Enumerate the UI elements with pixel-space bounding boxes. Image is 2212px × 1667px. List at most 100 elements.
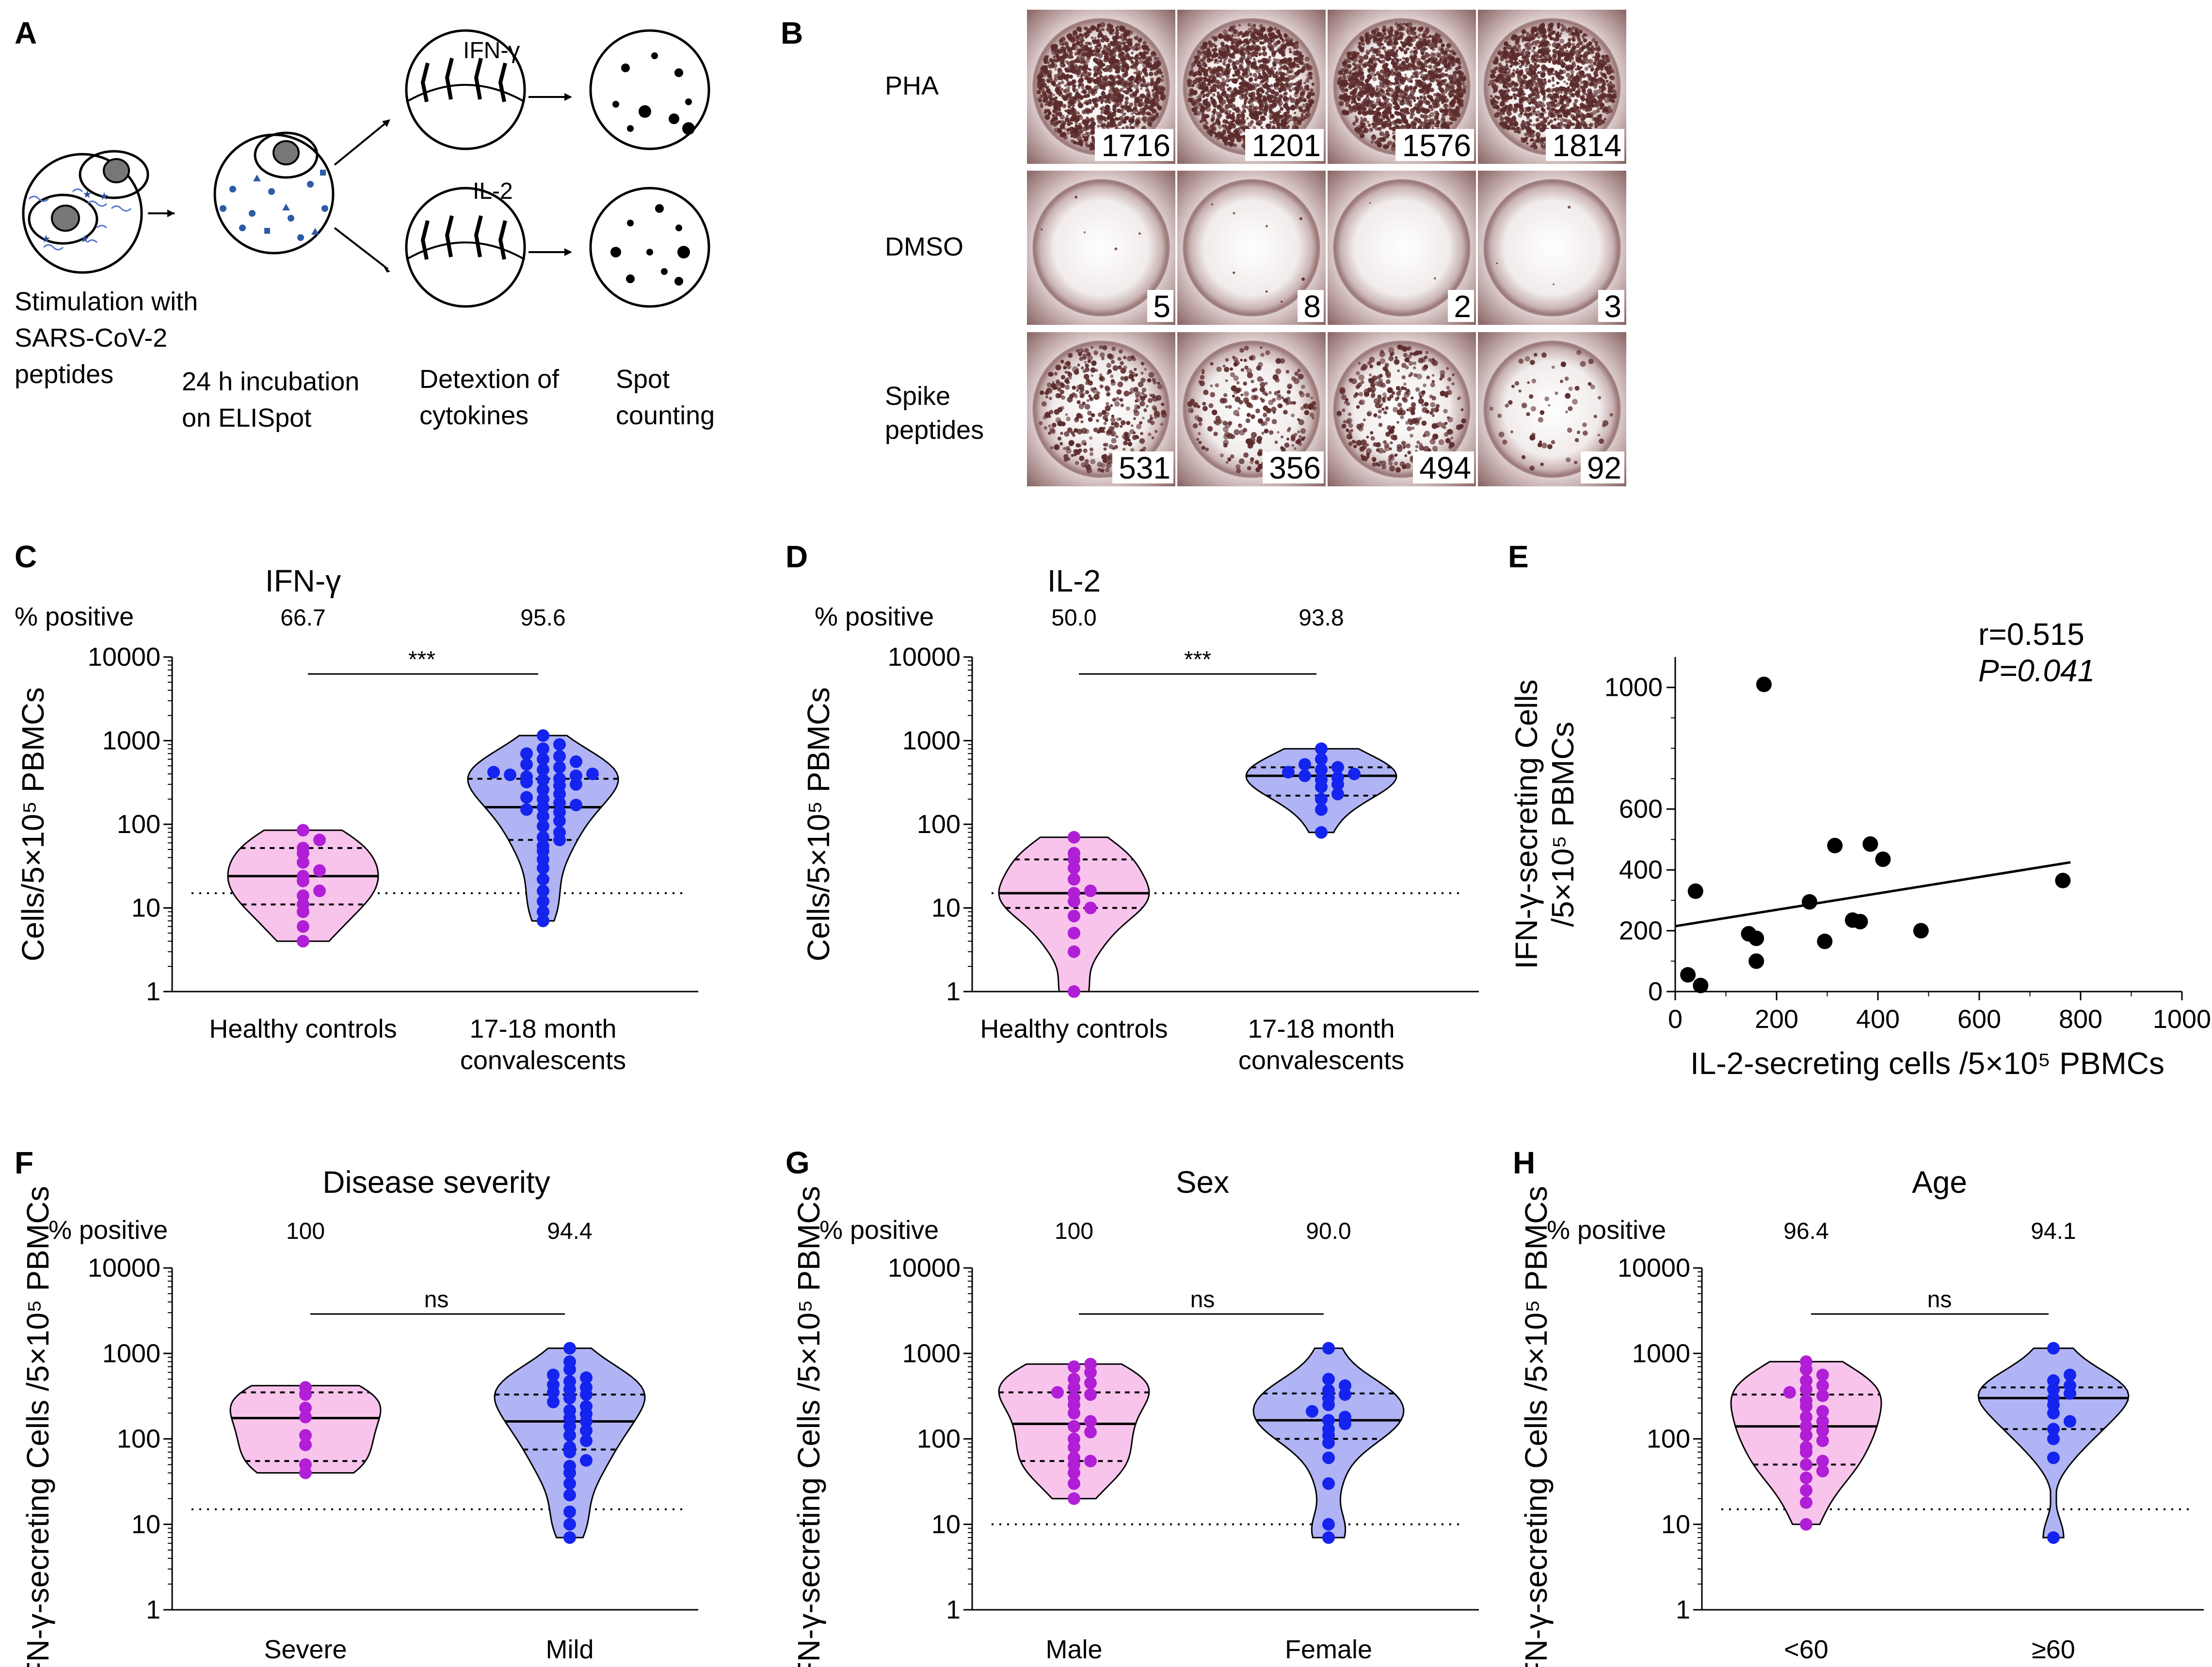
data-point — [487, 766, 500, 779]
data-point — [1322, 1342, 1335, 1355]
well-row-name: DMSO — [885, 232, 963, 261]
correlation-r: r=0.515 — [1978, 617, 2084, 652]
data-point — [1282, 766, 1295, 779]
percent-positive-value: 95.6 — [520, 605, 565, 631]
svg-text:★: ★ — [41, 233, 51, 245]
well-count: 92 — [1587, 450, 1621, 485]
data-point — [299, 1401, 312, 1414]
data-point — [520, 758, 533, 771]
x-category-label: 17-18 month — [469, 1014, 616, 1043]
elispot-well: 1814 — [1478, 10, 1626, 164]
y-tick-label: 600 — [1619, 795, 1663, 824]
data-point — [1800, 1518, 1812, 1531]
data-point — [2047, 1451, 2060, 1464]
scatter-point — [1827, 837, 1843, 853]
y-tick-label: 10000 — [88, 642, 160, 672]
data-point — [547, 1395, 560, 1409]
y-tick-label: 10000 — [888, 1253, 961, 1282]
data-point — [1331, 771, 1344, 784]
data-point — [563, 1531, 576, 1544]
panel-label: H — [1513, 1145, 1535, 1180]
data-point — [1339, 1388, 1351, 1401]
data-point — [570, 799, 582, 812]
data-point — [297, 935, 309, 948]
elispot-well: 2 — [1328, 171, 1476, 325]
data-point — [1322, 1477, 1335, 1490]
percent-positive-value: 90.0 — [1306, 1218, 1351, 1244]
percent-positive-value: 94.4 — [547, 1218, 592, 1244]
data-point — [553, 814, 566, 827]
data-point — [1068, 1360, 1080, 1373]
data-point — [1348, 768, 1361, 781]
data-point — [1068, 1420, 1080, 1433]
regression-line — [1675, 861, 2071, 928]
data-point — [1322, 1518, 1335, 1531]
well-row-label-2: Spike peptides — [885, 382, 984, 445]
correlation-p: P=0.041 — [1978, 653, 2095, 688]
well-count: 1576 — [1402, 128, 1471, 163]
data-point — [1306, 1405, 1318, 1418]
data-point — [520, 770, 533, 783]
data-point — [553, 750, 566, 763]
y-tick-label: 1 — [946, 977, 961, 1006]
y-axis-title: IFN-γ-secreting Cells /5×10⁵ PBMCs — [1519, 1186, 1554, 1667]
data-point — [2047, 1392, 2060, 1405]
y-tick-label: 100 — [1647, 1425, 1690, 1454]
y-tick-label: 1 — [1676, 1595, 1690, 1624]
data-point — [563, 1459, 576, 1473]
significance-label: *** — [1184, 647, 1211, 673]
x-tick-label: 0 — [1668, 1005, 1683, 1034]
ifn-gamma-label: IFN-γ — [463, 38, 520, 64]
data-point — [1315, 763, 1328, 776]
well-count: 3 — [1604, 289, 1621, 324]
elispot-well: 3 — [1478, 171, 1626, 325]
x-category-label: Female — [1285, 1635, 1372, 1664]
data-point — [563, 1392, 576, 1405]
svg-text:Stimulation with: Stimulation with — [15, 287, 198, 316]
data-point — [299, 1411, 312, 1424]
panel-a-schematic: A ★ ★ ★ ★ — [15, 16, 715, 433]
data-point — [537, 884, 549, 898]
y-axis-title: IFN-γ-secreting Cells /5×10⁵ PBMCs — [20, 1186, 55, 1667]
well-row-label-0: PHA — [885, 71, 939, 100]
violin-group — [1245, 742, 1397, 839]
data-point — [299, 1438, 312, 1451]
data-point — [2047, 1374, 2060, 1387]
data-point — [537, 914, 549, 928]
violin-group — [467, 729, 619, 928]
il2-label: IL-2 — [473, 178, 513, 204]
y-tick-label: 400 — [1619, 855, 1663, 884]
data-point — [1068, 887, 1080, 900]
panel-label: F — [15, 1145, 33, 1180]
y-tick-label: 1000 — [102, 726, 160, 755]
y-tick-label: 10 — [931, 1510, 961, 1539]
scatter-point — [1748, 953, 1764, 969]
chart-title: IFN-γ — [265, 563, 341, 598]
data-point — [580, 1400, 593, 1413]
significance-label: ns — [1190, 1287, 1215, 1313]
elispot-well: 494 — [1328, 332, 1476, 486]
data-point — [1800, 1429, 1812, 1442]
data-point — [1816, 1405, 1829, 1418]
data-point — [313, 834, 326, 847]
data-point — [563, 1429, 576, 1442]
significance-label: *** — [408, 647, 435, 673]
panel-b-label: B — [781, 16, 803, 50]
svg-text:24 h incubation: 24 h incubation — [182, 367, 359, 396]
x-tick-label: 200 — [1755, 1005, 1798, 1034]
x-category-label: convalescents — [460, 1046, 626, 1075]
data-point — [1068, 847, 1080, 860]
data-point — [1322, 1414, 1335, 1427]
data-point — [1800, 1394, 1812, 1407]
data-point — [2047, 1342, 2060, 1355]
well-count: 356 — [1269, 450, 1321, 485]
data-point — [537, 763, 549, 776]
elispot-well: 531 — [1027, 332, 1175, 486]
data-point — [580, 1381, 593, 1394]
data-point — [547, 1378, 560, 1391]
x-tick-label: 600 — [1957, 1005, 2001, 1034]
data-point — [537, 895, 549, 908]
data-point — [1816, 1389, 1829, 1402]
caption-spot-counting: Spot counting — [616, 365, 715, 430]
